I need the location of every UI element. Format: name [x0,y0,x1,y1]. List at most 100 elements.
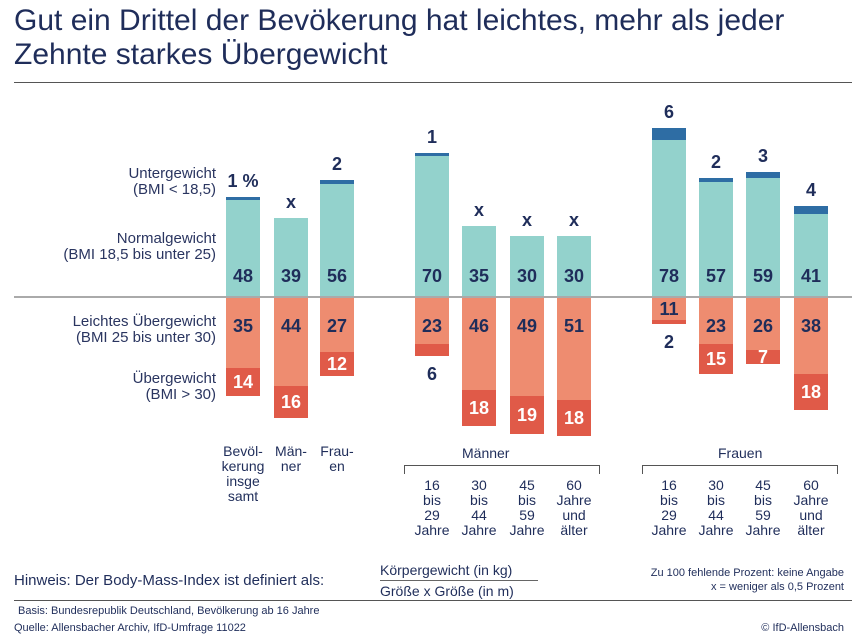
bar-normal [746,178,780,296]
legend-sub: (BMI > 30) [145,386,216,403]
footer-divider [14,600,852,601]
legend-light-overweight: Leichtes Übergewicht (BMI 25 bis unter 30… [73,314,216,346]
category-label: Män- ner [275,443,307,474]
bar-light-overweight [652,298,686,320]
label-underweight: 1 [426,127,437,147]
bar-light-overweight [462,298,496,390]
bar-overweight [226,368,260,396]
category-label: 45 bis 59 Jahre [745,477,781,538]
legend-sub: (BMI 25 bis unter 30) [75,329,216,346]
bar-normal [320,184,354,296]
label-normal: 39 [280,266,302,286]
bar-light-overweight [510,298,544,396]
baseline [14,296,852,298]
bar-light-overweight [746,298,780,350]
label-normal: 30 [563,266,585,286]
label-overweight: 2 [663,332,674,352]
bar-overweight [557,400,591,436]
label-normal: 56 [326,266,348,286]
label-overweight: 18 [563,408,585,428]
bar-overweight [320,352,354,376]
label-underweight: x [521,210,532,230]
label-normal: 57 [705,266,727,286]
bar-overweight [652,320,686,324]
bar-underweight [415,153,449,156]
label-normal: 30 [516,266,538,286]
bar-overweight [510,396,544,434]
legend-label: Normalgewicht [116,230,216,247]
bmi-numerator: Körpergewicht (in kg) [380,562,538,581]
category-label: 30 bis 44 Jahre [698,477,734,538]
bar-light-overweight [320,298,354,352]
label-underweight: x [473,200,484,220]
label-overweight: 15 [705,349,727,369]
bar-normal [794,214,828,296]
label-light-overweight: 44 [280,316,302,336]
bar-normal [274,218,308,296]
category-label: Frau- en [320,443,354,474]
group-label-frauen: Frauen [718,445,763,461]
label-normal: 78 [658,266,680,286]
bar-normal [557,236,591,296]
bar-underweight [226,197,260,200]
label-overweight: 16 [280,392,302,412]
category-label: 60 Jahre und älter [556,477,592,538]
category-label: Bevöl- kerung insge samt [221,443,265,504]
label-overweight: 6 [426,364,437,384]
label-light-overweight: 23 [705,316,727,336]
bar-overweight [274,386,308,418]
bar-light-overweight [274,298,308,386]
bar-light-overweight [557,298,591,400]
label-light-overweight: 27 [326,316,348,336]
label-overweight: 14 [232,372,254,392]
bar-overweight [746,350,780,364]
label-underweight: 2 [331,154,342,174]
label-light-overweight: 51 [563,316,585,336]
label-underweight: x [568,210,579,230]
bracket-maenner [404,465,600,474]
label-overweight: 18 [800,382,822,402]
bmi-denominator: Größe x Größe (in m) [380,583,514,599]
label-underweight: 4 [805,180,816,200]
legend-overweight: Übergewicht (BMI > 30) [133,371,216,403]
label-light-overweight: 26 [752,316,774,336]
label-normal: 48 [232,266,254,286]
label-normal: 35 [468,266,490,286]
bar-normal [699,182,733,296]
note-missing: Zu 100 fehlende Prozent: keine Angabe [650,567,844,579]
chart-title: Gut ein Drittel der Bevökerung hat leich… [14,4,785,71]
label-normal: 59 [752,266,774,286]
label-light-overweight: 11 [659,299,679,319]
legend-underweight: Untergewicht (BMI < 18,5) [128,166,216,198]
category-label: 16 bis 29 Jahre [414,477,450,538]
bar-light-overweight [226,298,260,368]
bar-underweight [746,172,780,178]
bar-light-overweight [794,298,828,374]
label-light-overweight: 23 [421,316,443,336]
source: Quelle: Allensbacher Archiv, IfD-Umfrage… [14,622,246,634]
bar-light-overweight [415,298,449,344]
legend-sub: (BMI 18,5 bis unter 25) [63,246,216,263]
label-light-overweight: 38 [800,316,822,336]
legend-label: Übergewicht [132,370,216,387]
bar-overweight [794,374,828,410]
bar-normal [462,226,496,296]
label-overweight: 19 [516,405,538,425]
legend-normal: Normalgewicht (BMI 18,5 bis unter 25) [63,231,216,263]
legend-label: Leichtes Übergewicht [72,313,216,330]
label-underweight: 1 % [227,171,259,191]
title-divider [14,82,852,83]
legend-sub: (BMI < 18,5) [133,181,216,198]
bar-normal [415,156,449,296]
bar-normal [510,236,544,296]
copyright: © IfD-Allensbach [761,622,844,634]
bmi-hint: Hinweis: Der Body-Mass-Index ist definie… [14,572,325,589]
label-underweight: 6 [663,102,674,122]
bar-overweight [415,344,449,356]
label-normal: 41 [800,266,822,286]
category-label: 16 bis 29 Jahre [651,477,687,538]
bar-underweight [794,206,828,214]
bar-underweight [652,128,686,140]
bar-overweight [462,390,496,426]
